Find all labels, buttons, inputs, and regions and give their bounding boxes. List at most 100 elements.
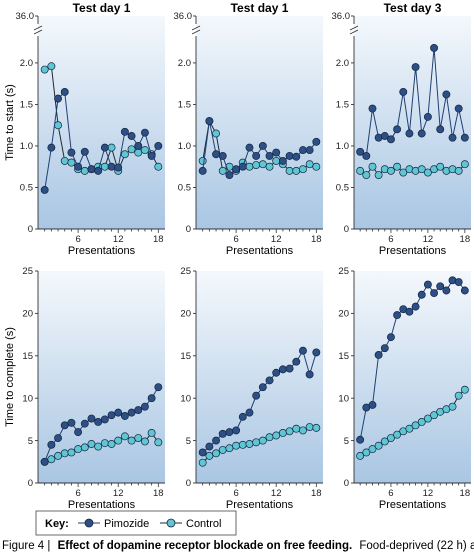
control-data-point (218, 445, 227, 454)
pimozide-data-point (245, 408, 254, 417)
y-tick-label: 15 (22, 351, 33, 362)
control-data-point (225, 444, 234, 453)
y-tick-label: 0.5 (20, 183, 33, 194)
pimozide-data-point (374, 351, 383, 359)
pimozide-data-point (405, 129, 414, 138)
pimozide-data-point (460, 133, 469, 142)
pimozide-data-point (127, 408, 136, 417)
control-data-point (312, 162, 321, 171)
pimozide-data-point (147, 394, 156, 403)
y-tick-label: 5 (28, 436, 33, 447)
x-tick-label: 18 (460, 234, 471, 245)
pimozide-data-point (87, 414, 96, 423)
control-data-point (127, 436, 136, 445)
control-data-point (386, 434, 395, 443)
pimozide-data-point (430, 289, 439, 297)
pimozide-data-point (305, 146, 314, 155)
pimozide-data-point (386, 333, 395, 342)
y-tick-label: 1.0 (178, 141, 191, 152)
control-data-point (205, 451, 214, 460)
control-data-point (147, 429, 156, 437)
x-tick-label: 18 (153, 488, 164, 499)
control-data-point (454, 166, 463, 175)
pimozide-data-point (154, 142, 163, 150)
control-data-point (60, 156, 69, 165)
pimozide-data-point (107, 162, 116, 171)
pimozide-data-point (312, 348, 321, 357)
control-data-point (127, 145, 136, 154)
control-data-point (436, 162, 445, 171)
y-tick-label: 0 (28, 224, 33, 235)
control-data-point (54, 451, 63, 460)
control-data-point (356, 451, 365, 460)
pimozide-data-point (100, 143, 109, 152)
pimozide-data-point (298, 146, 307, 155)
pimozide-data-point (238, 412, 247, 421)
pimozide-data-point (430, 44, 439, 52)
control-data-point (423, 168, 432, 177)
pimozide-data-point (436, 282, 445, 291)
x-tick-label: 12 (113, 234, 124, 245)
x-tick-label: 12 (271, 234, 282, 245)
pimozide-data-point (87, 165, 96, 174)
pimozide-data-point (212, 436, 221, 445)
control-data-point (380, 437, 389, 446)
y-tick-label: 0.5 (178, 183, 191, 194)
y-tick-label: 20 (180, 309, 191, 320)
control-data-point (245, 440, 254, 448)
control-data-point (47, 455, 56, 464)
axis-break-mark (349, 25, 359, 31)
pimozide-data-point (60, 88, 69, 96)
pimozide-data-point (218, 151, 227, 160)
pimozide-data-point (218, 429, 227, 438)
control-data-point (368, 445, 377, 454)
pimozide-data-point (94, 166, 103, 175)
control-data-point (368, 162, 377, 171)
control-data-point (362, 448, 371, 457)
pimozide-data-point (47, 440, 56, 449)
pimozide-data-point (114, 408, 123, 417)
control-data-point (374, 171, 383, 179)
pimozide-data-point (380, 344, 389, 353)
legend: Key: Pimozide Control (35, 510, 237, 536)
pimozide-data-point (238, 162, 247, 171)
control-data-point (411, 421, 420, 430)
control-data-point (100, 439, 109, 448)
control-data-point (362, 171, 371, 179)
plot-background (196, 16, 323, 229)
pimozide-data-point (40, 457, 49, 466)
y-tick-label: 0 (28, 478, 33, 489)
plot-background (354, 16, 471, 229)
chart-panel-2: 36.0 0 0.5 1.0 1.5 2.0 6 12 18 Test day 1 Presenta… (174, 1, 323, 257)
chart-panel-4: 0 5 10 15 20 25 6 12 18 Presentations Time to comp… (4, 266, 165, 511)
control-data-point (238, 440, 247, 449)
pimozide-data-point (436, 125, 445, 134)
pimozide-data-point (198, 448, 207, 457)
caption-rest: Food-deprived (22 h) and (359, 540, 474, 552)
pimozide-data-point (454, 104, 463, 113)
control-data-point (134, 148, 143, 157)
x-tick-label: 12 (113, 488, 124, 499)
pimozide-data-point (393, 311, 402, 320)
x-tick-label: 18 (460, 488, 471, 499)
x-tick-label: 12 (271, 488, 282, 499)
pimozide-data-point (272, 148, 281, 157)
pimozide-data-point (120, 412, 129, 420)
y-tick-label: 2.0 (20, 58, 33, 69)
pimozide-data-point (272, 368, 281, 377)
control-data-point (252, 438, 261, 447)
control-data-point (134, 434, 143, 443)
pimozide-data-point (134, 406, 143, 415)
pimozide-data-point (147, 151, 156, 160)
pimozide-data-point (60, 421, 69, 430)
pimozide-data-point (292, 357, 301, 366)
y-tick-label: 20 (338, 309, 349, 320)
pimozide-data-point (380, 132, 389, 140)
control-data-point (285, 427, 294, 436)
control-data-point (356, 166, 365, 175)
pimozide-data-point (232, 165, 241, 174)
pimozide-data-point (442, 90, 451, 99)
pimozide-data-point (393, 125, 402, 134)
y-tick-label: 25 (180, 266, 191, 277)
